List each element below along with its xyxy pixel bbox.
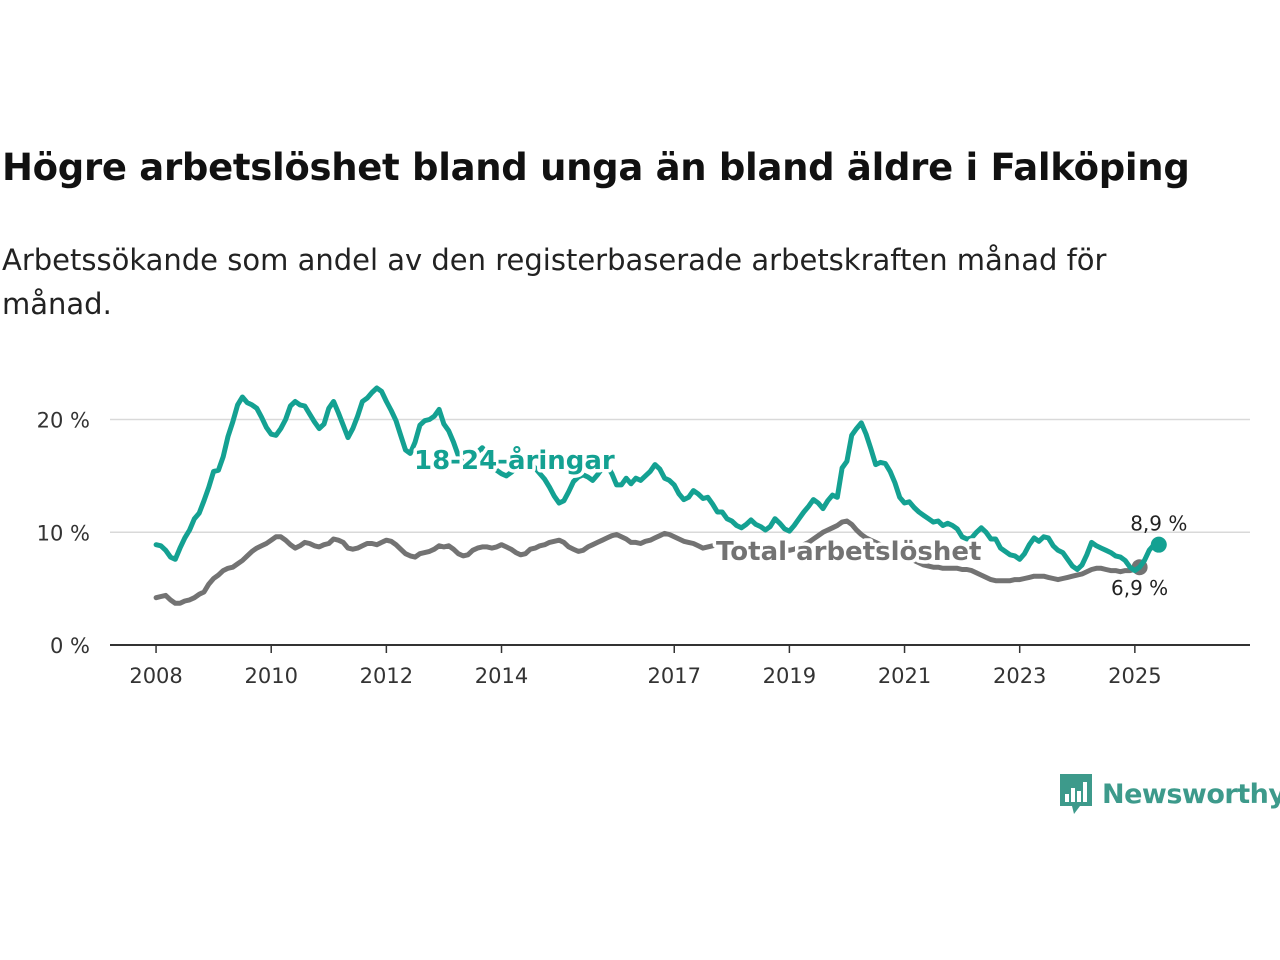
end-value-label: 8,9 % bbox=[1130, 512, 1187, 536]
y-tick-label: 0 % bbox=[50, 634, 90, 658]
x-tick-label: 2010 bbox=[244, 664, 297, 688]
series-line-young bbox=[153, 385, 1162, 574]
newsworthy-logo: Newsworthy bbox=[1058, 772, 1280, 816]
x-tick-label: 2025 bbox=[1108, 664, 1161, 688]
x-tick-label: 2012 bbox=[360, 664, 413, 688]
chart-subtitle: Arbetssökande som andel av den registerb… bbox=[2, 243, 1107, 321]
x-tick-label: 2023 bbox=[993, 664, 1046, 688]
series-labels: 6,9 % 8,9 % 18-24-åringar Total arbetslöshe… bbox=[411, 441, 1188, 601]
x-tick-label: 2008 bbox=[129, 664, 182, 688]
axes: 0 % 10 % 20 % 2008 2010 2012 2014 2017 2019 2021 2… bbox=[37, 409, 1250, 688]
logo-text: Newsworthy bbox=[1102, 778, 1280, 810]
x-tick-label: 2014 bbox=[475, 664, 528, 688]
series-lines bbox=[153, 385, 1167, 606]
series-line-total bbox=[153, 518, 1143, 606]
gridlines bbox=[110, 418, 1250, 534]
line-chart: 0 % 10 % 20 % 2008 2010 2012 2014 2017 2019 2021 2… bbox=[37, 385, 1250, 688]
y-tick-label: 10 % bbox=[37, 521, 90, 545]
series-label-total: Total arbetslöshet bbox=[716, 537, 981, 567]
bar-chart-icon bbox=[1060, 774, 1092, 814]
series-endpoint-young bbox=[1150, 536, 1167, 553]
end-value-label: 6,9 % bbox=[1111, 576, 1168, 600]
series-label-young: 18-24-åringar bbox=[414, 444, 615, 476]
y-tick-label: 20 % bbox=[37, 409, 90, 433]
chart-title: Högre arbetslöshet bland unga än bland ä… bbox=[2, 146, 1190, 189]
x-tick-label: 2021 bbox=[878, 664, 931, 688]
x-tick-label: 2017 bbox=[648, 664, 701, 688]
x-tick-label: 2019 bbox=[763, 664, 816, 688]
